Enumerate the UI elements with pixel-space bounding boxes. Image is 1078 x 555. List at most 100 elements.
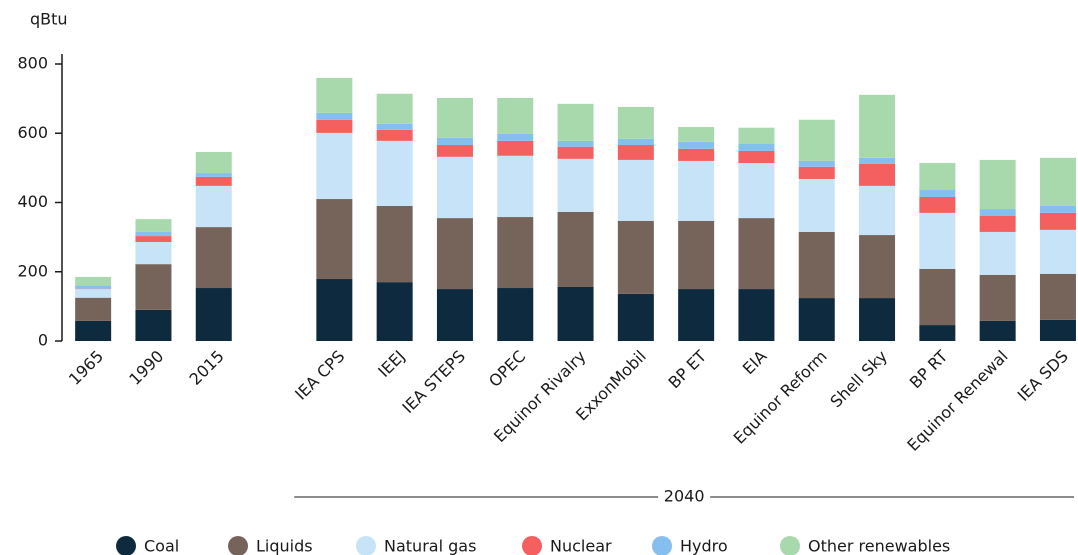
bar-segment xyxy=(798,298,835,341)
y-tick-label: 200 xyxy=(17,261,48,280)
bar-segment xyxy=(919,190,956,197)
bar-segment xyxy=(135,264,172,310)
x-tick-label: Equinor Renewal xyxy=(903,347,1011,455)
bar-segment xyxy=(798,160,835,167)
bar-segment xyxy=(678,148,715,161)
bar-segment xyxy=(798,178,835,232)
y-tick-label: 800 xyxy=(17,54,48,73)
bar-segment xyxy=(135,241,172,265)
bar-segment xyxy=(557,286,594,341)
bar-segment xyxy=(859,163,896,186)
bar-segment xyxy=(979,159,1016,210)
bar-segment xyxy=(617,145,654,160)
bar-segment xyxy=(557,158,594,212)
bar-segment xyxy=(195,227,232,289)
bar-segment xyxy=(738,218,775,290)
bar-segment xyxy=(859,185,896,236)
bar-segment xyxy=(979,231,1016,275)
bar-segment xyxy=(617,220,654,294)
bar-segment xyxy=(738,150,775,164)
bar-segment xyxy=(979,216,1016,232)
bar-segment xyxy=(436,137,473,146)
bar-segment xyxy=(738,143,775,151)
group-label: 2040 xyxy=(664,487,705,506)
bar-segment xyxy=(678,160,715,221)
bar-segment xyxy=(497,97,534,134)
bar-segment xyxy=(497,140,534,156)
bar-segment xyxy=(859,94,896,158)
bar-segment xyxy=(376,129,413,141)
bar-segment xyxy=(617,293,654,341)
legend-swatch xyxy=(652,536,672,555)
bar-segment xyxy=(376,140,413,206)
bar-segment xyxy=(436,156,473,219)
bar-segment xyxy=(1039,319,1076,341)
bar-segment xyxy=(316,132,353,200)
x-tick-label: IEA SDS xyxy=(1014,347,1072,405)
bar-segment xyxy=(195,173,232,177)
bar-segment xyxy=(919,212,956,269)
bar-segment xyxy=(738,127,775,144)
bar-segment xyxy=(617,138,654,146)
bar-segment xyxy=(798,119,835,161)
bar-segment xyxy=(1039,157,1076,206)
bar-segment xyxy=(376,123,413,130)
bar-segment xyxy=(135,231,172,237)
y-tick-label: 400 xyxy=(17,192,48,211)
bar-segment xyxy=(497,155,534,218)
bar-segment xyxy=(75,285,112,289)
x-tick-label: IEA CPS xyxy=(291,347,348,404)
bar-segment xyxy=(75,276,112,286)
bar-segment xyxy=(738,289,775,341)
bar-segment xyxy=(557,211,594,287)
bar-segment xyxy=(738,163,775,219)
bar-segment xyxy=(919,163,956,191)
x-tick-label: IEA STEPS xyxy=(398,347,469,418)
legend-swatch xyxy=(522,536,542,555)
legend-label: Coal xyxy=(144,537,179,555)
x-tick-label: Shell Sky xyxy=(826,347,891,412)
legend-label: Liquids xyxy=(256,537,313,555)
bar-segment xyxy=(376,205,413,283)
bar-segment xyxy=(678,220,715,290)
bar-segment xyxy=(316,279,353,341)
bar-segment xyxy=(617,106,654,139)
x-tick-label: 1990 xyxy=(125,347,167,389)
bar-segment xyxy=(678,289,715,341)
bar-segment xyxy=(859,157,896,164)
x-tick-label: OPEC xyxy=(485,347,529,391)
bar-segment xyxy=(919,196,956,213)
bar-segment xyxy=(919,268,956,326)
bar-segment xyxy=(316,77,353,113)
bar-segment xyxy=(617,159,654,221)
bar-segment xyxy=(979,209,1016,217)
bar-segment xyxy=(135,219,172,232)
bar-segment xyxy=(195,176,232,186)
bar-segment xyxy=(376,93,413,124)
bar-segment xyxy=(678,127,715,142)
bar-segment xyxy=(75,320,112,341)
x-tick-label: BP RT xyxy=(906,346,952,392)
bar-segment xyxy=(1039,205,1076,213)
bar-segment xyxy=(135,236,172,242)
legend-label: Hydro xyxy=(680,537,728,555)
x-tick-label: 2015 xyxy=(186,347,228,389)
bar-segment xyxy=(859,235,896,299)
x-tick-label: IEEJ xyxy=(374,347,408,381)
legend-swatch xyxy=(228,536,248,555)
bar-segment xyxy=(75,289,112,298)
bar-segment xyxy=(979,274,1016,321)
bar-segment xyxy=(798,231,835,299)
bar-segment xyxy=(316,119,353,133)
bar-segment xyxy=(557,140,594,147)
bar-segment xyxy=(195,288,232,341)
bar-segment xyxy=(195,151,232,174)
bar-segment xyxy=(436,145,473,157)
legend-swatch xyxy=(116,536,136,555)
bar-segment xyxy=(436,218,473,290)
bar-segment xyxy=(1039,273,1076,320)
bar-segment xyxy=(557,103,594,141)
legend-label: Natural gas xyxy=(384,537,476,555)
bar-segment xyxy=(436,97,473,138)
bar-segment xyxy=(316,112,353,120)
